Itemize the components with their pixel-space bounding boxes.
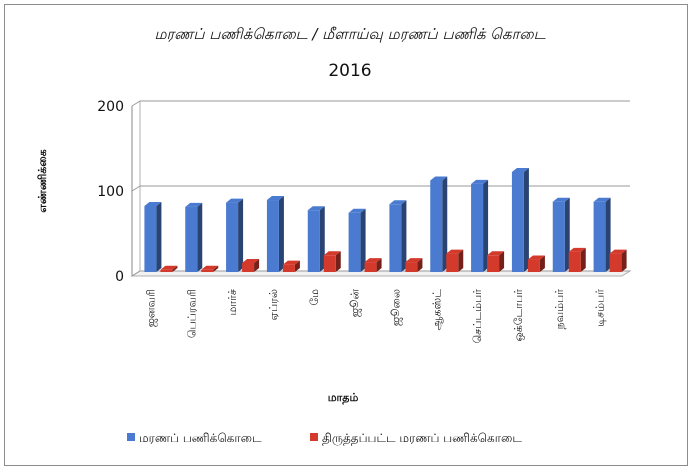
bar-series-2 xyxy=(364,258,382,272)
bar-series-2 xyxy=(609,249,627,272)
bar-series-1 xyxy=(593,197,611,272)
gridline-depth xyxy=(131,270,141,277)
x-category-label: ஏப்ரல் xyxy=(267,289,280,321)
y-axis-label: எண்ணிக்கை xyxy=(36,149,49,212)
x-category-label: செப்டம்பர் xyxy=(471,289,484,344)
y-tick-label: 200 xyxy=(97,99,124,115)
bar-series-2 xyxy=(160,265,178,272)
gridlines xyxy=(131,100,630,277)
legend-label: திருத்தப்பட்ட மரணப் பணிக்கொடை xyxy=(322,431,522,446)
x-category-label: மார்ச் xyxy=(226,289,239,315)
x-category-label: ஜூலை xyxy=(389,289,403,326)
x-category-label: நவம்பர் xyxy=(553,289,566,330)
bar-series-2 xyxy=(527,255,545,272)
bar-series-2 xyxy=(282,260,300,272)
bar-series-2 xyxy=(242,258,260,272)
y-tick-label: 0 xyxy=(115,269,124,285)
x-category-label: ஜூன் xyxy=(349,289,363,318)
y-axis-ticks: 0 100 200 xyxy=(97,99,124,285)
bar-series-2 xyxy=(568,247,586,272)
x-category-label: பெப்ரவரி xyxy=(185,289,198,338)
x-category-label: டிசம்பர் xyxy=(594,289,607,327)
legend: மரணப் பணிக்கொடை திருத்தப்பட்ட மரணப் பணிக்… xyxy=(127,431,522,446)
bar-series-2 xyxy=(446,249,464,272)
bar-series-2 xyxy=(487,251,505,272)
bar-series-2 xyxy=(405,258,423,272)
x-category-label: ஒக்டோபர் xyxy=(512,289,525,342)
bar-series-1 xyxy=(185,202,203,272)
legend-swatch xyxy=(310,433,318,441)
legend-swatch xyxy=(127,433,135,441)
bar-series-1 xyxy=(511,168,529,272)
y-tick-label: 100 xyxy=(97,184,124,200)
bar-series-1 xyxy=(348,208,366,272)
bars xyxy=(144,168,627,272)
chart-subtitle: 2016 xyxy=(328,61,371,81)
x-category-label: ஜனவரி xyxy=(144,289,158,327)
gridline-depth xyxy=(131,100,141,107)
bar-series-2 xyxy=(323,251,341,272)
bar-series-1 xyxy=(430,176,448,272)
bar-series-1 xyxy=(226,198,244,272)
legend-label: மரணப் பணிக்கொடை xyxy=(139,431,262,445)
gridline-depth xyxy=(131,185,141,192)
bar-series-2 xyxy=(201,265,219,272)
bar-series-1 xyxy=(389,200,407,272)
bar-series-1 xyxy=(307,206,325,272)
bar-series-1 xyxy=(471,179,489,272)
bar-series-1 xyxy=(266,196,284,272)
x-axis-categories: ஜனவரி பெப்ரவரி மார்ச் ஏப்ரல் மே ஜூன் ஜூலை ஆகஸ்ட… xyxy=(144,289,606,344)
bar-series-1 xyxy=(552,197,570,272)
chart-title: மரணப் பணிக்கொடை / மீளாய்வு மரணப் பணிக் க… xyxy=(154,25,545,43)
chart-svg: மரணப் பணிக்கொடை / மீளாய்வு மரணப் பணிக் க… xyxy=(36,25,632,446)
bar-series-1 xyxy=(144,202,162,272)
x-category-label: ஆகஸ்ட் xyxy=(430,289,443,331)
x-category-label: மே xyxy=(308,289,321,306)
chart-frame: மரணப் பணிக்கொடை / மீளாய்வு மரணப் பணிக் க… xyxy=(4,4,688,466)
x-axis-label: மாதம் xyxy=(328,391,359,405)
